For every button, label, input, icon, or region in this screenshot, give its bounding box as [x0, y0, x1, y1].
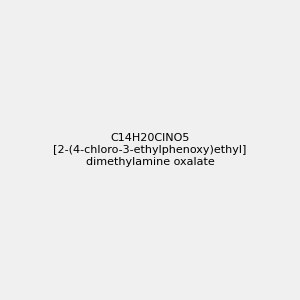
Text: C14H20ClNO5
[2-(4-chloro-3-ethylphenoxy)ethyl]
dimethylamine oxalate: C14H20ClNO5 [2-(4-chloro-3-ethylphenoxy)…: [53, 134, 247, 166]
